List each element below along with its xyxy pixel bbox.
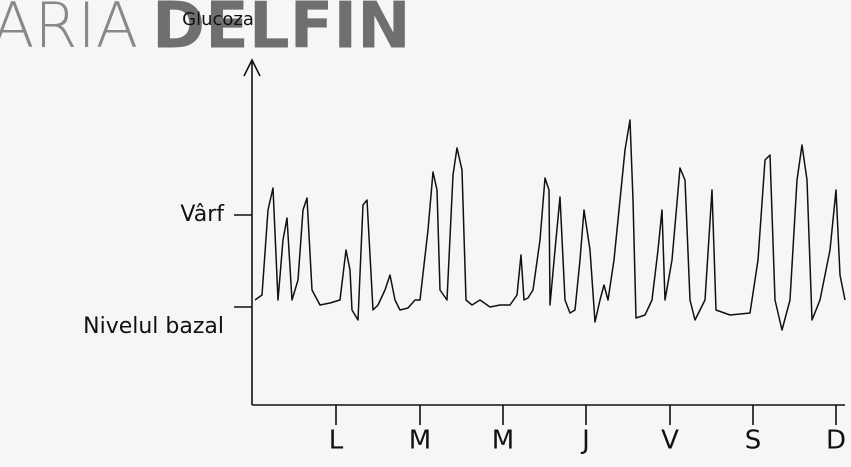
x-tick-label: S [745,426,762,456]
background [0,0,851,467]
x-tick-label: L [329,426,344,456]
y-axis-label: Glucoza [182,9,254,30]
chart: ARIA DELFIN Glucoza Nivelul bazalVârfLMM… [0,0,851,467]
x-tick-label: J [580,426,590,456]
y-tick-label: Nivelul bazal [83,314,224,339]
x-tick-label: V [661,426,679,456]
x-tick-label: M [492,426,514,456]
x-tick-label: M [409,426,431,456]
watermark-light: ARIA [0,0,138,62]
y-tick-label: Vârf [180,202,225,227]
x-tick-label: D [826,426,846,456]
